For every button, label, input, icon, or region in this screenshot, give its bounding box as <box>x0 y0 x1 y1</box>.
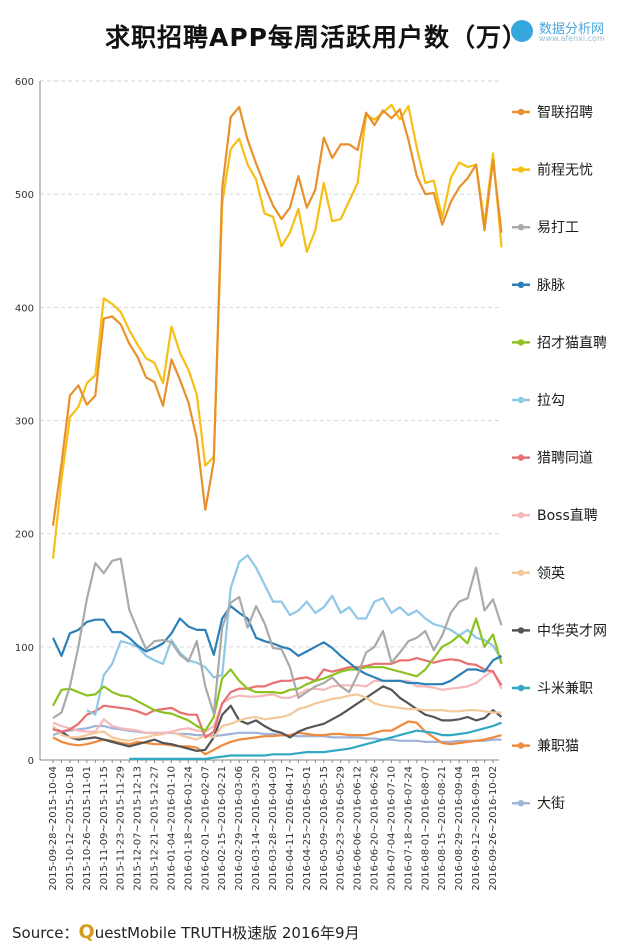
series-line-智联招聘 <box>51 105 503 526</box>
x-tick-label: 2015-11-23~2015-11-29 <box>116 766 127 891</box>
legend-label: 兼职猫 <box>537 739 579 755</box>
chart-title: 求职招聘APP每周活跃用户数（万） <box>105 23 528 52</box>
series-line-中华英才网 <box>52 685 503 752</box>
x-tick-label: 2016-05-23~2016-05-29 <box>336 766 347 891</box>
line-chart: 0 100 200 300 400 500 600 2015-09-28~2015-10-0… <box>15 77 607 891</box>
x-tick-label: 2016-01-18~2016-01-24 <box>183 766 194 891</box>
x-tick-label: 2016-03-14~2016-03-20 <box>251 766 262 891</box>
legend-marker <box>517 396 525 404</box>
logo-brand-text: 数据分析网 <box>539 22 605 37</box>
series-line-猎聘同道 <box>52 657 503 739</box>
series-line-领英 <box>52 693 502 742</box>
legend-label: 大街 <box>537 796 565 812</box>
legend-marker <box>517 281 525 288</box>
legend-marker <box>517 512 525 519</box>
x-tick-label: 2016-07-18~2016-07-24 <box>403 766 414 891</box>
y-axis: 0 100 200 300 400 500 600 <box>15 77 41 767</box>
x-tick-label: 2016-02-29~2016-03-06 <box>234 766 245 891</box>
y-tick-label: 500 <box>15 190 34 201</box>
legend-marker <box>517 224 525 231</box>
legend-label: 招才猫直聘 <box>537 334 607 351</box>
x-axis: 2015-09-28~2015-10-04 2015-10-12~2015-10-… <box>48 760 499 891</box>
y-tick-label: 300 <box>15 417 34 428</box>
x-tick-label: 2016-01-04~2016-01-10 <box>166 766 177 891</box>
legend-label: 智联招聘 <box>537 105 593 121</box>
legend-marker <box>517 627 525 634</box>
y-tick-label: 0 <box>28 756 34 767</box>
source-prefix: Source： <box>12 924 79 942</box>
legend-marker <box>517 742 525 749</box>
x-tick-label: 2016-09-26~2016-10-02 <box>488 766 499 891</box>
x-tick-label: 2016-04-25~2016-05-01 <box>302 766 313 891</box>
legend-label: 猎聘同道 <box>537 451 593 467</box>
x-tick-label: 2015-11-09~2015-11-15 <box>99 766 110 891</box>
x-tick-label: 2015-10-26~2015-11-01 <box>82 766 93 891</box>
x-tick-label: 2016-07-04~2016-07-10 <box>386 766 397 891</box>
x-tick-label: 2016-02-01~2016-02-07 <box>200 766 211 891</box>
x-tick-label: 2016-09-12~2016-09-18 <box>471 766 482 891</box>
legend-marker <box>517 108 525 116</box>
logo-icon <box>511 20 533 42</box>
legend-marker <box>517 166 525 173</box>
series-line-兼职猫 <box>52 720 502 756</box>
x-tick-label: 2016-03-28~2016-04-03 <box>268 766 279 891</box>
x-tick-label: 2015-09-28~2015-10-04 <box>48 766 59 891</box>
legend-marker <box>517 684 525 692</box>
x-tick-label: 2015-10-12~2015-10-18 <box>65 766 76 891</box>
legend-label: Boss直聘 <box>537 507 598 524</box>
y-tick-label: 200 <box>15 530 34 541</box>
logo-url-text: www.afenxi.com <box>539 34 605 43</box>
x-tick-label: 2016-06-20~2016-06-26 <box>370 766 381 891</box>
legend-marker <box>517 454 525 461</box>
legend-marker <box>517 800 525 807</box>
series-line-Boss直聘 <box>52 669 503 734</box>
x-tick-label: 2016-02-15~2016-02-21 <box>217 766 228 891</box>
legend-label: 易打工 <box>537 219 579 236</box>
x-tick-label: 2016-05-09~2016-05-15 <box>319 766 330 891</box>
series-lines <box>51 103 503 760</box>
source-note: Source：QuestMobile TRUTH极速版 2016年9月 <box>12 921 360 943</box>
legend-label: 领英 <box>537 565 565 582</box>
series-line-前程无忧 <box>51 103 503 559</box>
legend-label: 脉脉 <box>537 278 565 294</box>
x-tick-label: 2016-08-29~2016-09-04 <box>454 766 465 891</box>
y-tick-label: 600 <box>15 77 34 88</box>
x-tick-label: 2016-06-06~2016-06-12 <box>353 766 364 891</box>
x-tick-label: 2016-04-11~2016-04-17 <box>285 766 296 891</box>
x-tick-label: 2015-12-07~2015-12-13 <box>133 766 144 891</box>
series-line-脉脉 <box>52 605 503 686</box>
source-q-logo: Q <box>78 921 95 943</box>
x-tick-label: 2015-12-21~2015-12-27 <box>150 766 161 891</box>
x-tick-label: 2016-08-15~2016-08-21 <box>437 766 448 891</box>
legend-marker <box>517 339 525 346</box>
series-line-斗米兼职 <box>129 721 502 760</box>
y-tick-label: 400 <box>15 303 34 314</box>
legend-label: 斗米兼职 <box>537 681 593 697</box>
series-line-拉勾 <box>86 554 503 716</box>
source-text: uestMobile TRUTH极速版 2016年9月 <box>94 924 360 942</box>
legend-marker <box>517 569 525 576</box>
series-line-招才猫直聘 <box>52 617 503 732</box>
series-line-易打工 <box>52 557 503 720</box>
chart-grid <box>40 80 499 761</box>
legend-label: 拉勾 <box>537 393 565 409</box>
y-tick-label: 100 <box>15 643 34 654</box>
x-tick-label: 2016-08-01~2016-08-07 <box>420 766 431 891</box>
legend-label: 中华英才网 <box>537 622 607 639</box>
legend-label: 前程无忧 <box>537 162 593 179</box>
brand-logo: 数据分析网 www.afenxi.com <box>511 16 629 46</box>
